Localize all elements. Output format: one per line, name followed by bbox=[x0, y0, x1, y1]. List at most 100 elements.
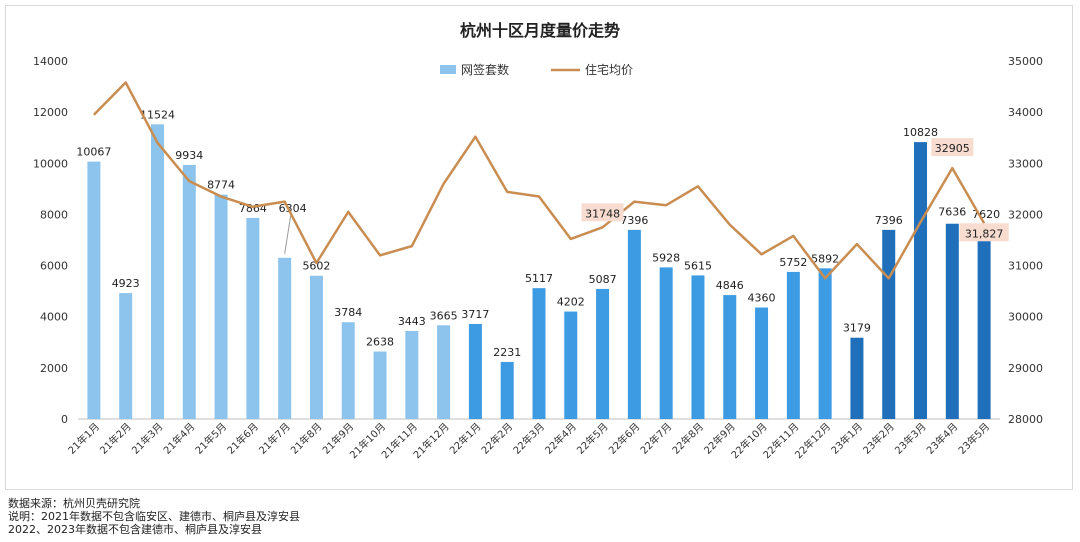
bar-label-leader-line bbox=[284, 215, 292, 254]
bar-value-label: 4923 bbox=[112, 277, 140, 290]
bar-value-label: 7636 bbox=[938, 206, 966, 219]
price-line bbox=[93, 81, 986, 280]
left-axis-tick-label: 0 bbox=[61, 413, 68, 426]
bar-22年1月 bbox=[468, 323, 482, 419]
legend-bar-label: 网签套数 bbox=[461, 62, 509, 77]
bar-value-label: 3717 bbox=[461, 308, 489, 321]
bar-value-label: 10828 bbox=[903, 126, 938, 139]
legend-line-label: 住宅均价 bbox=[585, 62, 633, 77]
scope-note-2022-2023: 2022、2023年数据不包含建德市、桐庐县及淳安县 bbox=[8, 523, 262, 536]
right-axis-tick-label: 32000 bbox=[1008, 208, 1043, 221]
bar-21年7月 bbox=[278, 257, 292, 419]
price-highlight-label: 31748 bbox=[585, 207, 620, 220]
x-axis-tick-label: 21年4月 bbox=[161, 420, 198, 457]
line-series bbox=[93, 81, 986, 280]
bar-21年2月 bbox=[119, 293, 133, 419]
bar-22年8月 bbox=[691, 275, 705, 419]
bar-value-label: 5928 bbox=[652, 251, 680, 264]
bar-21年1月 bbox=[87, 161, 101, 419]
x-axis-tick-label: 23年5月 bbox=[955, 420, 992, 457]
bar-21年4月 bbox=[182, 164, 196, 419]
price-label-background bbox=[959, 223, 1009, 242]
bar-value-label: 4202 bbox=[557, 296, 585, 309]
bar-series bbox=[87, 124, 991, 420]
bar-value-label: 7396 bbox=[875, 214, 903, 227]
bar-21年8月 bbox=[309, 275, 323, 419]
x-axis-labels: 21年1月21年2月21年3月21年4月21年5月21年6月21年7月21年8月… bbox=[65, 420, 992, 461]
bar-22年3月 bbox=[532, 288, 546, 419]
bar-22年12月 bbox=[818, 268, 832, 419]
bar-value-label: 4846 bbox=[716, 279, 744, 292]
x-axis-tick-label: 21年2月 bbox=[97, 420, 134, 457]
right-axis-tick-label: 28000 bbox=[1008, 413, 1043, 426]
bar-value-label: 2638 bbox=[366, 336, 394, 349]
bar-value-label: 6304 bbox=[279, 202, 307, 215]
bar-23年5月 bbox=[977, 224, 991, 419]
price-label-background bbox=[931, 138, 974, 157]
right-axis-tick-label: 33000 bbox=[1008, 157, 1043, 170]
bar-value-label: 5602 bbox=[302, 260, 330, 273]
left-axis-tick-label: 14000 bbox=[33, 55, 68, 68]
bar-22年2月 bbox=[500, 361, 514, 419]
left-axis-tick-label: 10000 bbox=[33, 157, 68, 170]
x-axis-tick-label: 23年2月 bbox=[860, 420, 897, 457]
bar-23年3月 bbox=[914, 142, 928, 420]
price-label-background bbox=[581, 203, 624, 222]
legend: 网签套数 住宅均价 bbox=[440, 62, 633, 77]
bar-22年7月 bbox=[659, 267, 673, 419]
bar-23年4月 bbox=[945, 223, 959, 419]
legend-bar-swatch bbox=[440, 65, 456, 74]
bar-value-label: 3665 bbox=[430, 309, 458, 322]
bar-value-label: 8774 bbox=[207, 179, 235, 192]
x-axis-tick-label: 23年1月 bbox=[828, 420, 865, 457]
bar-22年9月 bbox=[723, 295, 737, 419]
x-axis-tick-label: 22年6月 bbox=[606, 420, 643, 457]
bar-22年4月 bbox=[564, 311, 578, 419]
right-axis-tick-label: 29000 bbox=[1008, 362, 1043, 375]
right-axis-tick-label: 35000 bbox=[1008, 55, 1043, 68]
source-note: 数据来源：杭州贝壳研究院 bbox=[8, 497, 140, 510]
x-axis-tick-label: 22年8月 bbox=[669, 420, 706, 457]
bar-value-label: 2231 bbox=[493, 346, 521, 359]
notes: 数据来源：杭州贝壳研究院 说明：2021年数据不包含临安区、建德市、桐庐县及淳安… bbox=[8, 497, 300, 536]
bar-value-label: 5117 bbox=[525, 272, 553, 285]
left-axis-tick-label: 2000 bbox=[40, 362, 68, 375]
left-axis-tick-label: 8000 bbox=[40, 208, 68, 221]
x-axis-tick-label: 21年1月 bbox=[65, 420, 102, 457]
chart-title: 杭州十区月度量价走势 bbox=[460, 21, 620, 40]
bar-value-label: 5615 bbox=[684, 259, 712, 272]
line-highlight-labels: 31748 32905 31,827 bbox=[581, 138, 1009, 242]
x-axis-tick-label: 22年1月 bbox=[447, 420, 484, 457]
bar-value-label: 5087 bbox=[589, 273, 617, 286]
bar-21年9月 bbox=[341, 322, 355, 419]
bar-value-label: 4360 bbox=[748, 292, 776, 305]
bar-value-label: 3784 bbox=[334, 306, 362, 319]
x-axis-tick-label: 22年7月 bbox=[637, 420, 674, 457]
bar-value-label: 3179 bbox=[843, 322, 871, 335]
scope-note-2021: 说明：2021年数据不包含临安区、建德市、桐庐县及淳安县 bbox=[8, 510, 300, 523]
x-axis-tick-label: 22年3月 bbox=[510, 420, 547, 457]
bar-21年12月 bbox=[437, 325, 451, 419]
x-axis-tick-label: 21年6月 bbox=[224, 420, 261, 457]
right-axis-tick-label: 31000 bbox=[1008, 260, 1043, 273]
bar-22年6月 bbox=[627, 229, 641, 419]
right-axis-tick-label: 34000 bbox=[1008, 106, 1043, 119]
bar-21年11月 bbox=[405, 330, 419, 419]
x-axis-tick-label: 22年5月 bbox=[574, 420, 611, 457]
x-axis-tick-label: 21年5月 bbox=[192, 420, 229, 457]
bar-value-label: 9934 bbox=[175, 149, 203, 162]
bar-value-label: 5892 bbox=[811, 252, 839, 265]
left-axis-tick-label: 6000 bbox=[40, 260, 68, 273]
bar-21年6月 bbox=[246, 217, 260, 419]
left-axis: 0 2000 4000 6000 8000 10000 12000 14000 bbox=[33, 55, 68, 426]
price-highlight-label: 32905 bbox=[935, 142, 970, 155]
bar-22年5月 bbox=[596, 288, 610, 419]
bar-21年5月 bbox=[214, 194, 228, 419]
bar-22年10月 bbox=[755, 307, 769, 419]
bar-21年10月 bbox=[373, 351, 387, 419]
bar-value-label: 7620 bbox=[972, 208, 1000, 221]
x-axis-tick-label: 23年4月 bbox=[924, 420, 961, 457]
chart-area: 杭州十区月度量价走势 网签套数 住宅均价 0 2000 4000 6000 8000 10… bbox=[33, 21, 1043, 461]
right-axis-tick-label: 30000 bbox=[1008, 311, 1043, 324]
